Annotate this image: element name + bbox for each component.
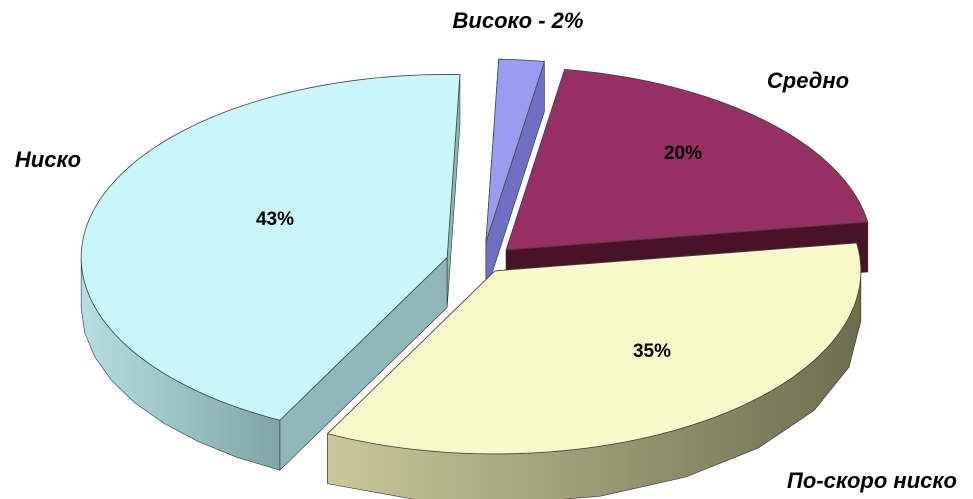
category-label-nisko: Ниско — [15, 147, 81, 172]
category-label-po-skoro-nisko: По-скоро ниско — [787, 468, 957, 493]
slice-po-skoro-nisko — [326, 242, 862, 455]
category-label-visoko: Високо - 2% — [453, 8, 584, 33]
slice-nisko — [80, 74, 461, 421]
slice-visoko — [485, 58, 545, 243]
value-label-sredno: 20% — [664, 143, 702, 164]
slice-sredno — [505, 68, 869, 251]
category-label-sredno: Средно — [767, 68, 849, 93]
value-label-nisko: 43% — [256, 209, 294, 230]
value-label-po-skoro-nisko: 35% — [633, 341, 671, 362]
